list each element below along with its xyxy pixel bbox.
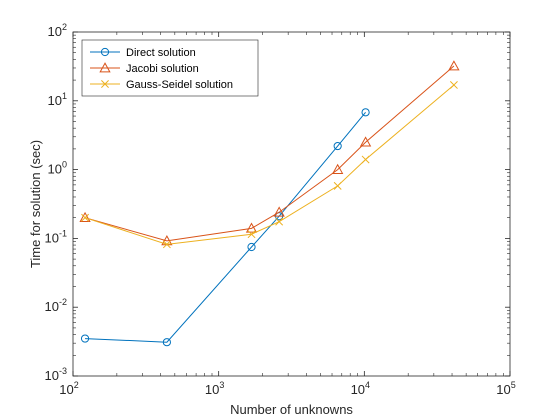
x-tick-label: 105 bbox=[496, 380, 515, 397]
data-point bbox=[333, 141, 342, 151]
data-point bbox=[247, 242, 256, 252]
legend-label: Jacobi solution bbox=[126, 63, 199, 75]
data-point bbox=[245, 222, 258, 233]
series-line bbox=[85, 112, 366, 343]
x-axis-label: Number of unknowns bbox=[230, 402, 353, 417]
data-point bbox=[162, 338, 171, 347]
series-1 bbox=[80, 108, 370, 347]
y-tick-label: 102 bbox=[48, 22, 67, 39]
legend-entry-2: Jacobi solution bbox=[90, 62, 199, 75]
legend-marker bbox=[99, 62, 111, 73]
x-tick-label: 104 bbox=[351, 380, 370, 397]
series-2 bbox=[79, 60, 460, 246]
data-point bbox=[81, 213, 90, 222]
data-point bbox=[162, 240, 171, 249]
series-3 bbox=[81, 80, 458, 249]
data-point bbox=[333, 181, 342, 190]
legend-marker bbox=[100, 47, 110, 57]
data-point bbox=[273, 206, 285, 217]
data-point bbox=[80, 334, 90, 343]
y-tick-label: 101 bbox=[48, 91, 67, 108]
data-point bbox=[332, 163, 344, 174]
y-axis-label: Time for solution (sec) bbox=[28, 140, 43, 268]
data-point bbox=[247, 230, 256, 239]
legend: Direct solution Jacobi solution Gauss-Seid… bbox=[81, 39, 259, 97]
axes: 102 103 104 105 10-3 10-2 10-1 100 101 102 Number … bbox=[28, 22, 516, 417]
data-point bbox=[361, 108, 370, 117]
legend-entry-3: Gauss-Seidel solution bbox=[90, 79, 233, 91]
y-tick-label: 10-3 bbox=[45, 366, 67, 383]
legend-entry-1: Direct solution bbox=[90, 47, 196, 59]
y-tick-label: 10-2 bbox=[45, 297, 67, 314]
data-point bbox=[79, 211, 91, 223]
data-point bbox=[361, 155, 370, 164]
series-line bbox=[84, 65, 455, 242]
data-point bbox=[275, 217, 284, 226]
x-tick-label: 103 bbox=[205, 380, 224, 397]
y-tick-label: 100 bbox=[48, 160, 67, 177]
data-point bbox=[449, 80, 458, 89]
y-tick-label: 10-1 bbox=[45, 228, 67, 245]
data-point bbox=[448, 60, 460, 71]
legend-label: Gauss-Seidel solution bbox=[126, 79, 233, 91]
legend-label: Direct solution bbox=[126, 47, 196, 59]
data-point bbox=[359, 136, 372, 147]
legend-marker bbox=[101, 80, 109, 88]
axes-box bbox=[72, 31, 511, 377]
x-tick-label: 102 bbox=[59, 380, 78, 397]
